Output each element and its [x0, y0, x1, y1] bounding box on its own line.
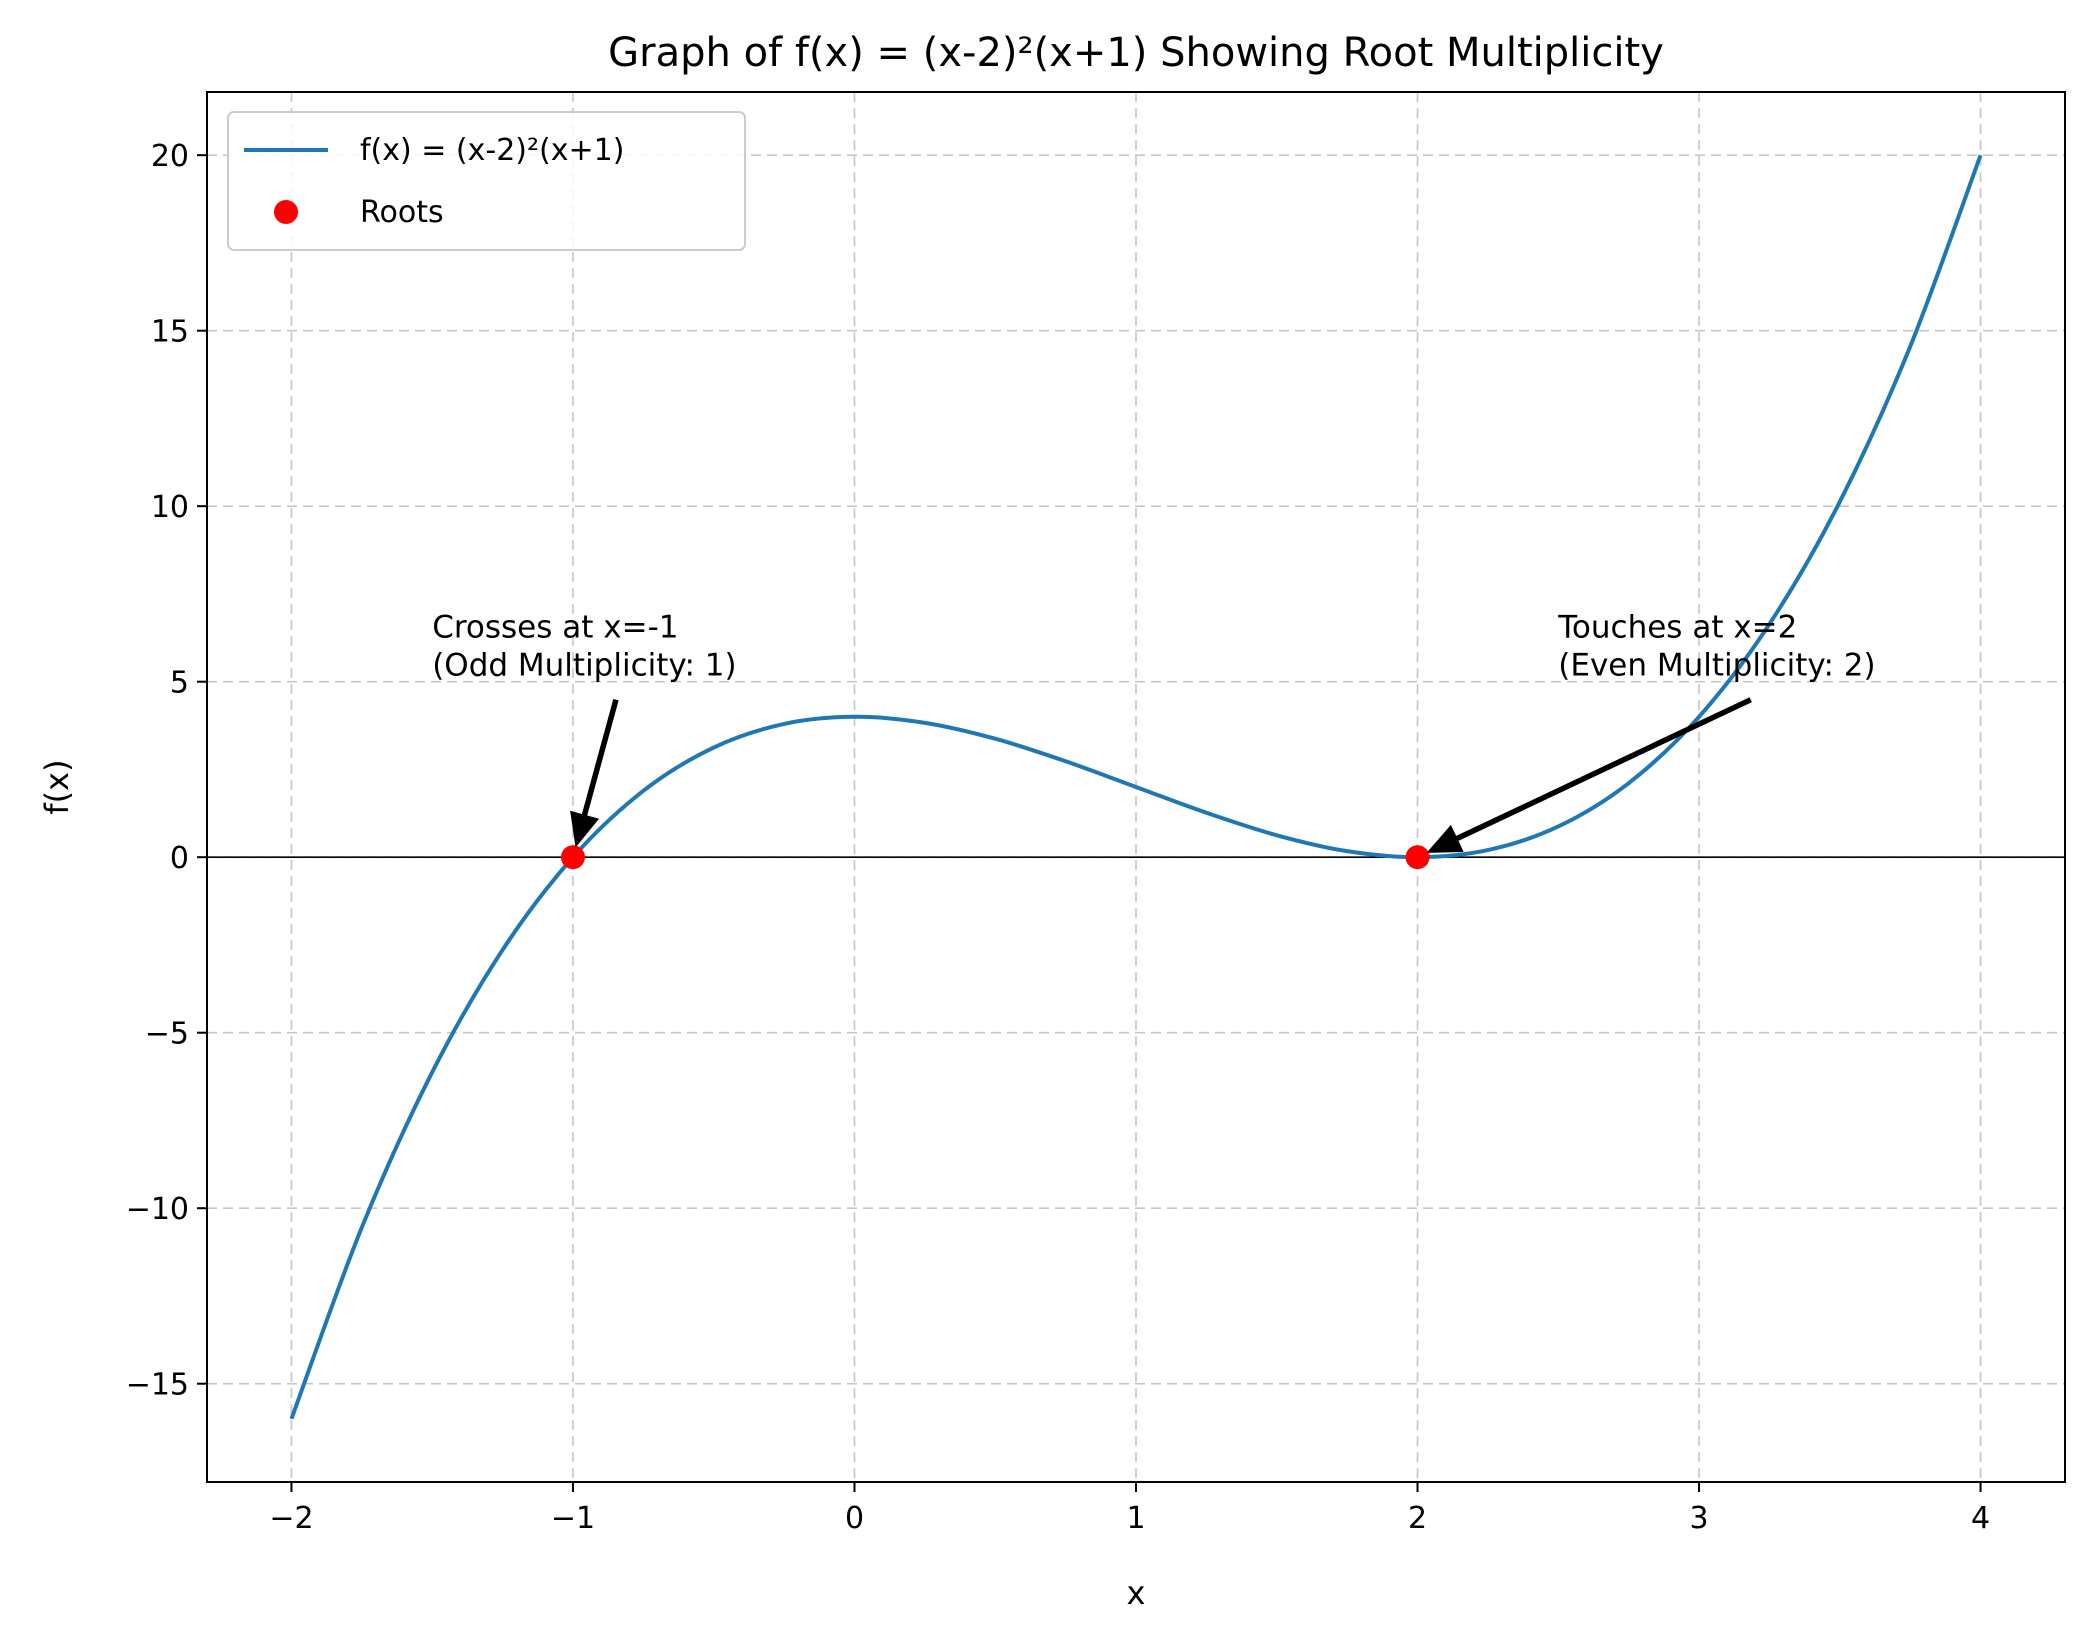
legend-entry-roots: Roots — [360, 195, 444, 230]
annotation-text: Touches at x=2 — [1557, 610, 1797, 646]
annotations: Crosses at x=-1(Odd Multiplicity: 1) Touc… — [432, 610, 1876, 853]
x-tick-label: 1 — [1126, 1501, 1145, 1536]
y-tick-label: 10 — [151, 490, 189, 525]
legend-roots-swatch — [274, 200, 298, 224]
annotation-arrow — [1426, 697, 1752, 853]
chart-title: Graph of f(x) = (x-2)²(x+1) Showing Root… — [608, 30, 1664, 76]
annotation: Crosses at x=-1(Odd Multiplicity: 1) — [432, 610, 737, 848]
y-tick-label: 5 — [170, 666, 189, 701]
y-tick-label: −5 — [145, 1017, 189, 1052]
legend-entry-curve: f(x) = (x-2)²(x+1) — [360, 133, 624, 168]
x-tick-label: 3 — [1689, 1501, 1708, 1536]
legend-frame — [227, 111, 746, 251]
curve-layer — [289, 154, 1983, 1420]
annotation-text: (Odd Multiplicity: 1) — [432, 648, 736, 684]
x-axis-ticks: −2 −1 0 1 2 3 4 — [269, 1482, 1990, 1536]
legend: f(x) = (x-2)²(x+1) Roots — [227, 111, 746, 251]
root-point — [560, 845, 585, 870]
annotation-arrow — [570, 698, 619, 848]
annotation-text: (Even Multiplicity: 2) — [1558, 648, 1875, 684]
annotation-text: Crosses at x=-1 — [432, 610, 678, 646]
root-point — [1405, 845, 1430, 870]
x-tick-label: 2 — [1408, 1501, 1427, 1536]
y-tick-label: −15 — [126, 1368, 189, 1403]
x-tick-label: 4 — [1971, 1501, 1990, 1536]
x-tick-label: −2 — [269, 1501, 313, 1536]
y-tick-label: 0 — [170, 841, 189, 876]
x-tick-label: −1 — [551, 1501, 595, 1536]
y-tick-label: −10 — [126, 1192, 189, 1227]
x-tick-label: 0 — [845, 1501, 864, 1536]
series-line-f — [289, 154, 1983, 1420]
y-tick-label: 15 — [151, 315, 189, 350]
y-tick-label: 20 — [151, 139, 189, 174]
roots-layer — [560, 845, 1430, 870]
y-axis-label: f(x) — [38, 759, 76, 814]
x-axis-label: x — [1127, 1574, 1146, 1612]
annotation: Touches at x=2(Even Multiplicity: 2) — [1426, 610, 1876, 853]
y-axis-ticks: −15 −10 −5 0 5 10 15 20 — [126, 139, 207, 1403]
